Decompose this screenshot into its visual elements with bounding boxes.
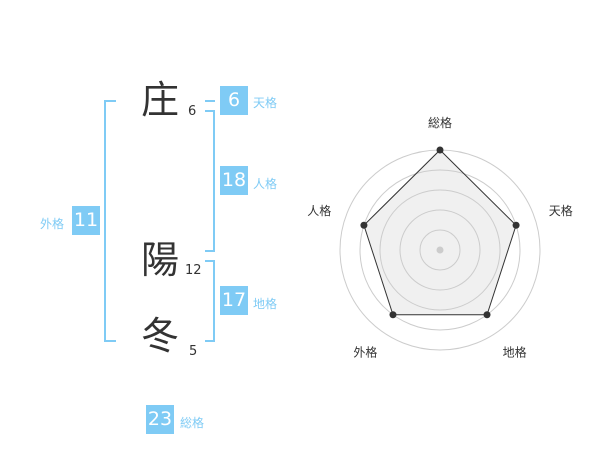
radar-ring	[359, 169, 521, 331]
radar-point	[436, 146, 444, 154]
radar-ring	[379, 189, 501, 311]
name-char-3: 冬	[140, 314, 179, 358]
gaikaku-label: 外格	[40, 217, 65, 231]
radar-axis-label: 総格	[428, 115, 452, 130]
soukaku-value: 23	[146, 405, 174, 434]
radar-point	[483, 311, 491, 319]
radar-axis-label: 天格	[549, 203, 573, 218]
gaikaku-value: 11	[72, 206, 100, 235]
jinkaku-bracket	[205, 110, 215, 252]
radar-point	[512, 221, 520, 229]
gaikaku-bracket	[104, 100, 116, 342]
tenkaku-bracket	[205, 100, 215, 102]
radar-axis-label: 人格	[307, 203, 331, 218]
radar-axis-label: 外格	[353, 345, 377, 360]
radar-ring	[399, 209, 481, 291]
chikaku-bracket	[205, 260, 215, 342]
radar-point	[360, 221, 368, 229]
name-char-1: 庄	[140, 78, 179, 122]
chikaku-value: 17	[220, 286, 248, 315]
radar-area	[363, 150, 517, 315]
radar-axis-label: 地格	[503, 345, 527, 360]
soukaku-label: 総格	[180, 416, 205, 430]
radar-outline	[363, 149, 517, 316]
jinkaku-value: 18	[220, 166, 248, 195]
name-char-2: 陽	[140, 238, 179, 282]
stroke-count-2: 12	[185, 263, 202, 278]
jinkaku-label: 人格	[253, 177, 278, 191]
stroke-count-3: 5	[189, 344, 198, 359]
radar-ring	[419, 229, 461, 271]
radar-center-dot	[436, 246, 444, 254]
stroke-count-1: 6	[188, 104, 197, 119]
tenkaku-label: 天格	[253, 96, 278, 110]
radar-point	[389, 311, 397, 319]
chikaku-label: 地格	[253, 297, 278, 311]
tenkaku-value: 6	[220, 86, 248, 115]
